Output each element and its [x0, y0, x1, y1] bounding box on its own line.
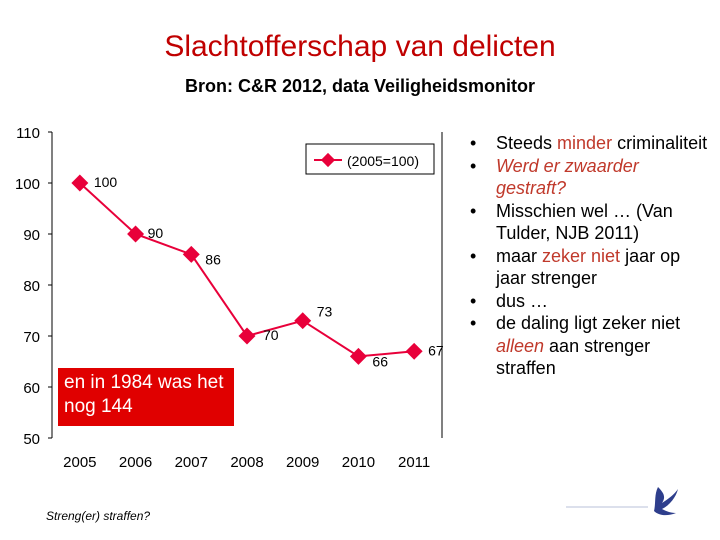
bullet-item: maar zeker niet jaar op jaar strenger [462, 245, 712, 290]
chart-marks: 100 90 86 70 73 66 67 [71, 174, 444, 369]
y-tick-label: 60 [23, 380, 40, 397]
x-tick-label: 2007 [175, 454, 208, 471]
x-tick-label: 2006 [119, 454, 152, 471]
data-point [294, 312, 312, 330]
x-tick-label: 2011 [398, 454, 430, 471]
data-label: 90 [148, 225, 164, 241]
data-label: 100 [94, 174, 118, 190]
footer-caption: Streng(er) straffen? [46, 509, 151, 523]
x-tick-label: 2005 [63, 454, 96, 471]
data-label: 67 [428, 342, 444, 358]
data-label: 66 [372, 353, 388, 369]
y-tick-label: 50 [23, 431, 40, 448]
data-point [349, 347, 367, 365]
y-tick-label: 70 [23, 329, 40, 346]
slide-subtitle: Bron: C&R 2012, data Veiligheidsmonitor [184, 76, 536, 96]
bullet-item: Misschien wel … (Van Tulder, NJB 2011) [462, 200, 712, 245]
bullet-text: de daling ligt zeker niet [496, 313, 681, 333]
bullet-item: Werd er zwaarder gestraft? [462, 155, 712, 200]
bullet-text: Misschien wel … (Van Tulder, NJB 2011) [496, 200, 673, 244]
chart-axes: 50 60 70 80 90 100 110 2005 2006 2007 2008 2009 2010… [15, 125, 443, 471]
bullet-text: zeker niet [542, 245, 621, 266]
data-label: 73 [317, 304, 333, 320]
bullet-text: Werd er zwaarder gestraft? [496, 155, 639, 199]
y-tick-label: 110 [16, 125, 40, 142]
bullet-text: maar [496, 245, 543, 266]
data-point [182, 245, 200, 263]
x-tick-label: 2008 [230, 454, 263, 471]
x-tick-label: 2009 [286, 454, 319, 471]
data-point [71, 174, 89, 192]
bullet-text: dus … [496, 290, 549, 311]
bullet-text: alleen [496, 335, 545, 356]
data-label: 70 [263, 327, 279, 343]
y-tick-label: 80 [23, 278, 40, 295]
university-logo [566, 487, 678, 516]
legend-label: (2005=100) [347, 153, 419, 169]
bullet-text: criminaliteit [612, 133, 708, 153]
data-point [405, 342, 423, 360]
data-point [238, 327, 256, 345]
legend-marker [320, 152, 336, 168]
callout-note: en in 1984 was het nog 144 [58, 368, 234, 426]
bullet-item: de daling ligt zeker niet alleen aan str… [462, 312, 712, 380]
bullet-text: jaar op jaar strenger [496, 245, 681, 289]
bullet-list: Steeds minder criminaliteitWerd er zwaar… [462, 132, 712, 380]
bullet-item: dus … [462, 290, 712, 313]
data-label: 86 [205, 251, 221, 267]
x-tick-label: 2010 [342, 454, 375, 471]
bullet-text: minder [557, 133, 613, 153]
bullet-item: Steeds minder criminaliteit [462, 132, 712, 155]
data-point [127, 225, 145, 243]
slide-title: Slachtofferschap van delicten [164, 30, 556, 63]
bullet-text: Steeds [496, 133, 558, 153]
y-tick-label: 100 [15, 176, 40, 193]
chart-legend: (2005=100) [305, 143, 435, 175]
y-tick-label: 90 [23, 227, 40, 244]
bullet-text: aan strenger straffen [496, 335, 651, 379]
